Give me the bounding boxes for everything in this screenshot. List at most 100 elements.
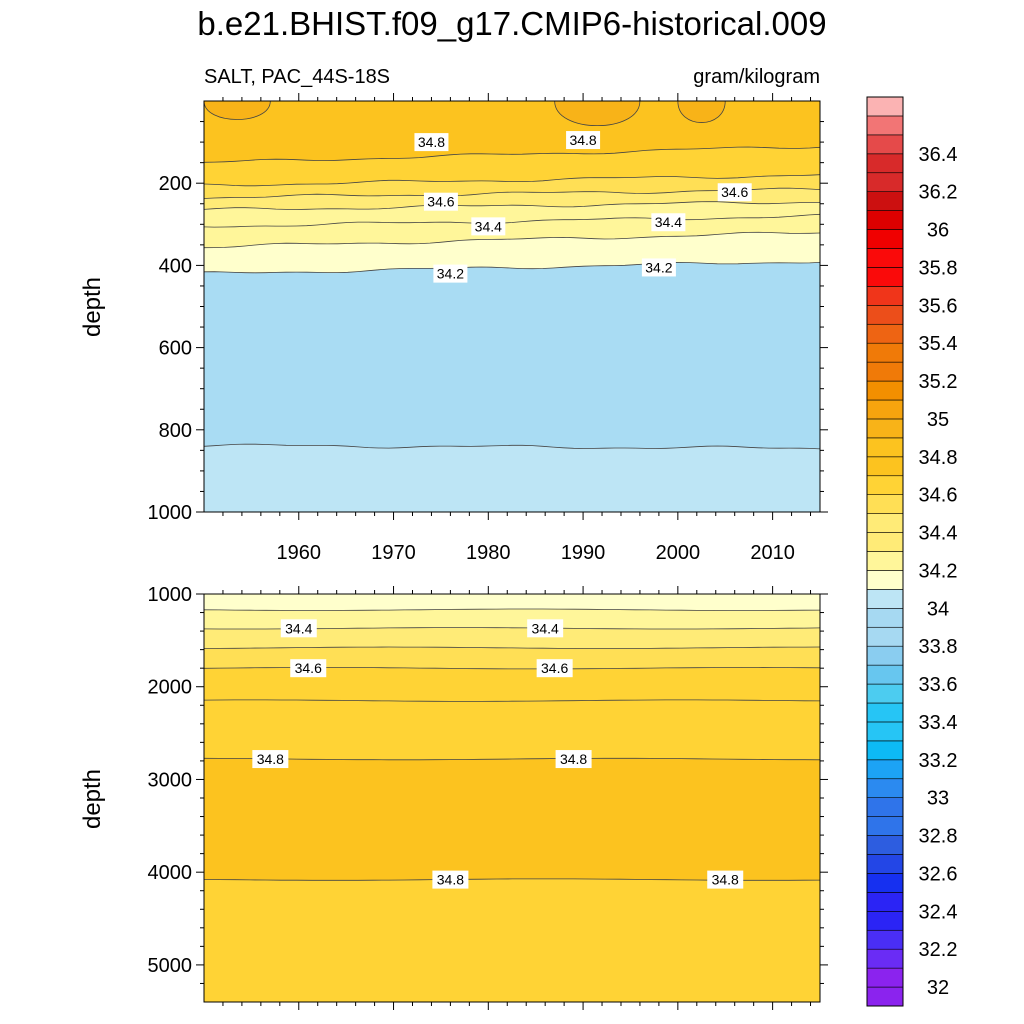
contour-label-bg <box>641 258 676 277</box>
contour-band <box>204 699 820 760</box>
colorbar-swatch <box>866 683 904 704</box>
contour-label-text: 34.4 <box>475 218 502 234</box>
contour-label-bg <box>707 870 744 889</box>
colorbar-swatch <box>866 134 904 155</box>
contour-label-bg <box>432 870 469 889</box>
y-tick-label: 5000 <box>148 955 193 977</box>
contour-label-bg <box>290 659 327 678</box>
colorbar-tick-label: 34.6 <box>919 485 958 507</box>
y-tick-label: 800 <box>159 420 192 442</box>
contour-label-text: 34.6 <box>295 660 322 676</box>
colorbar-swatch <box>866 153 904 174</box>
contour-label: 34.2 <box>641 258 676 277</box>
colorbar-swatch <box>866 437 904 458</box>
contour-label-text: 34.2 <box>645 259 672 275</box>
contour-line <box>203 174 821 187</box>
colorbar-tick-label: 35.4 <box>919 333 958 355</box>
contour-band <box>204 101 820 163</box>
colorbar-tick-label: 33.8 <box>919 636 958 658</box>
contour-label: 34.4 <box>280 619 317 638</box>
colorbar-tick-label: 32 <box>927 977 949 999</box>
contour-label-bg <box>717 183 752 202</box>
y-tick-label: 3000 <box>148 769 193 791</box>
y-tick-label: 1000 <box>148 584 193 606</box>
colorbar-swatch <box>866 740 904 761</box>
contour-label-text: 34.8 <box>257 751 284 767</box>
bottom-ylabel: depth <box>79 769 106 829</box>
contour-label-bg <box>555 750 592 769</box>
colorbar-swatch <box>866 456 904 477</box>
contour-label-text: 34.6 <box>541 660 568 676</box>
colorbar-tick-label: 34 <box>927 598 949 620</box>
contour-label: 34.4 <box>471 217 506 236</box>
contour-label: 34.2 <box>433 264 468 283</box>
colorbar-swatch <box>866 967 904 988</box>
contour-label: 34.6 <box>717 183 752 202</box>
contour-line <box>203 699 821 702</box>
colorbar-swatch <box>866 759 904 780</box>
colorbar-swatch <box>866 361 904 382</box>
colorbar-swatch <box>866 721 904 742</box>
colorbar-swatch <box>866 986 904 1007</box>
colorbar-tick-label: 34.2 <box>919 560 958 582</box>
colorbar-swatch <box>866 418 904 439</box>
colorbar-swatch <box>866 589 904 609</box>
colorbar-tick-label: 33 <box>927 788 949 810</box>
colorbar-swatch <box>866 702 904 723</box>
colorbar-swatch <box>866 948 904 969</box>
colorbar-tick-label: 32.2 <box>919 939 958 961</box>
colorbar-swatch <box>866 570 904 590</box>
y-tick-label: 2000 <box>148 677 193 699</box>
colorbar-swatch <box>866 115 904 136</box>
colorbar-swatch <box>866 892 904 912</box>
contour-label-text: 34.6 <box>427 194 454 210</box>
colorbar-swatch <box>866 380 904 401</box>
contour-label-text: 34.8 <box>712 872 739 888</box>
contour-line <box>203 213 821 228</box>
y-tick-label: 200 <box>159 173 192 195</box>
colorbar-swatch <box>866 778 904 798</box>
colorbar-tick-label: 35 <box>927 409 949 431</box>
contour-line <box>203 261 821 274</box>
contour-label-bg <box>423 192 458 211</box>
colorbar-swatch <box>866 191 904 211</box>
contour-label-bg <box>280 619 317 638</box>
colorbar-swatch <box>866 286 904 306</box>
colorbar-swatch <box>866 645 904 666</box>
contour-line <box>203 201 820 210</box>
x-tick-label: 1960 <box>277 542 322 564</box>
contour-line <box>203 757 821 761</box>
contour-band <box>204 758 820 881</box>
colorbar-swatch <box>866 210 904 230</box>
contour-band <box>204 201 820 228</box>
x-tick-label: 1970 <box>371 542 416 564</box>
colorbar-swatch <box>866 229 904 249</box>
colorbar-swatch <box>866 835 904 855</box>
x-tick-label: 1990 <box>561 542 606 564</box>
colorbar-swatch <box>866 267 904 287</box>
contour-band <box>204 594 820 611</box>
contour-band <box>204 188 820 210</box>
colorbar-tick-label: 36.2 <box>919 182 958 204</box>
colorbar-swatch <box>866 626 904 647</box>
figure-title: b.e21.BHIST.f09_g17.CMIP6-historical.009 <box>197 5 826 42</box>
contour-label-text: 34.4 <box>285 620 312 636</box>
contour-band <box>204 878 820 1002</box>
contour-band <box>204 262 820 449</box>
y-tick-label: 400 <box>159 255 192 277</box>
colorbar-tick-label: 34.8 <box>919 447 958 469</box>
colorbar-tick-label: 33.2 <box>919 750 958 772</box>
contour-band <box>204 147 820 186</box>
contour-band <box>204 609 820 629</box>
colorbar-swatch <box>866 551 904 571</box>
colorbar-swatch <box>866 96 904 117</box>
contour-line <box>203 646 821 649</box>
variable-label: SALT, PAC_44S-18S <box>204 66 390 88</box>
colorbar-swatch <box>866 172 904 192</box>
colorbar-swatch <box>866 305 904 325</box>
contour-line <box>203 231 821 249</box>
contour-line <box>203 146 821 163</box>
salty-patch <box>203 100 271 120</box>
colorbar-tick-label: 35.6 <box>919 295 958 317</box>
colorbar-swatch <box>866 532 904 552</box>
